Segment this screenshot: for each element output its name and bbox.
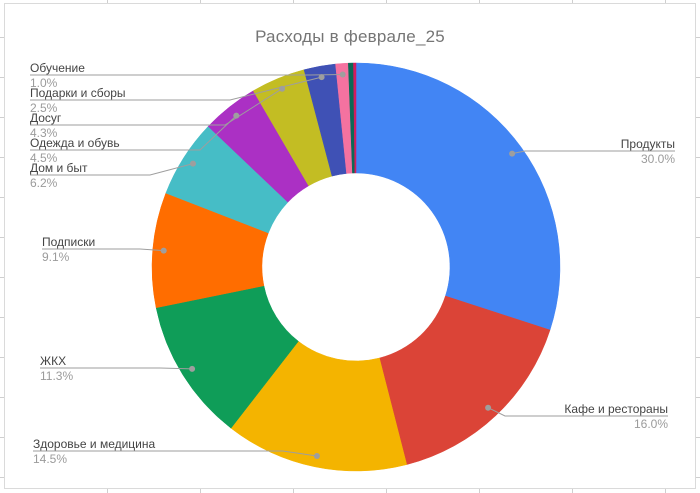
spreadsheet-gridline-tick [386, 489, 387, 493]
leader-line-8 [30, 76, 322, 101]
leader-dot-5 [190, 160, 196, 167]
slice-name: Дом и быт [30, 161, 88, 175]
slice-label-0: Продукты 30.0% [621, 138, 675, 166]
slice-label-3: ЖКХ 11.3% [40, 355, 73, 383]
pie-slice-11[interactable] [353, 62, 357, 174]
slice-percent: 9.1% [42, 250, 70, 264]
leader-line-5 [30, 163, 194, 176]
spreadsheet-gridline-tick [107, 489, 108, 493]
spreadsheet-gridline-tick [0, 317, 4, 318]
spreadsheet-gridline-tick [572, 489, 573, 493]
spreadsheet-gridline-tick [0, 157, 4, 158]
slice-percent: 30.0% [640, 152, 675, 166]
leader-dot-1 [485, 404, 492, 411]
slice-percent: 1.0% [30, 76, 58, 90]
spreadsheet-gridline-tick [479, 489, 480, 493]
spreadsheet-gridline-tick [0, 237, 4, 238]
spreadsheet-gridline-tick [0, 277, 4, 278]
slice-name: Одежда и обувь [30, 136, 120, 150]
spreadsheet-gridline-tick [0, 397, 4, 398]
pie-slice-2[interactable] [230, 340, 408, 472]
spreadsheet-gridline-tick [696, 197, 700, 198]
slice-name: ЖКХ [40, 354, 67, 368]
spreadsheet-gridline-tick [696, 277, 700, 278]
slice-label-1: Кафе и рестораны 16.0% [564, 403, 668, 431]
spreadsheet-gridline-tick [293, 489, 294, 493]
spreadsheet-gridline-tick [665, 489, 666, 493]
slice-name: Продукты [620, 137, 675, 151]
slice-percent: 11.3% [40, 369, 74, 383]
slice-name: Обучение [30, 61, 85, 75]
slice-name: Досуг [30, 111, 62, 125]
leader-dot-8 [318, 74, 325, 81]
slice-percent: 16.0% [633, 417, 668, 431]
spreadsheet-gridline-tick [293, 0, 294, 3]
spreadsheet-gridline-tick [696, 77, 700, 78]
slice-label-5: Дом и быт 6.2% [30, 162, 88, 190]
slice-percent: 4.3% [30, 126, 58, 140]
slice-label-2: Здоровье и медицина 14.5% [33, 438, 155, 466]
slice-label-8: Подарки и сборы 2.5% [30, 87, 126, 115]
spreadsheet-gridline-tick [696, 317, 700, 318]
spreadsheet-gridline-tick [696, 397, 700, 398]
leader-line-9 [30, 74, 343, 76]
pie-slice-1[interactable] [379, 295, 551, 465]
slice-percent: 4.5% [30, 151, 58, 165]
slice-label-6: Одежда и обувь 4.5% [30, 137, 120, 165]
pie-slice-0[interactable] [355, 62, 561, 331]
leader-line-6 [30, 115, 237, 151]
spreadsheet-gridline-tick [0, 197, 4, 198]
leader-line-7 [30, 88, 283, 126]
spreadsheet-gridline-tick [0, 117, 4, 118]
slice-percent: 2.5% [30, 101, 58, 115]
spreadsheet-gridline-tick [0, 77, 4, 78]
spreadsheet-gridline-tick [696, 357, 700, 358]
spreadsheet-gridline-tick [572, 0, 573, 3]
slice-name: Здоровье и медицина [33, 437, 156, 451]
spreadsheet-gridline-tick [696, 477, 700, 478]
spreadsheet-gridline-tick [696, 237, 700, 238]
spreadsheet-gridline-tick [696, 437, 700, 438]
spreadsheet-gridline-tick [107, 0, 108, 3]
slice-label-9: Обучение 1.0% [30, 62, 85, 90]
chart-title: Расходы в феврале_25 [255, 27, 445, 46]
spreadsheet-gridline-tick [200, 0, 201, 3]
leader-dot-2 [313, 453, 320, 459]
spreadsheet-gridline-tick [0, 477, 4, 478]
leader-dot-3 [189, 365, 196, 372]
spreadsheet-gridline-tick [696, 37, 700, 38]
slice-label-4: Подписки 9.1% [42, 236, 95, 264]
leader-dot-9 [339, 71, 346, 78]
slice-name: Кафе и рестораны [564, 402, 668, 416]
slice-label-7: Досуг 4.3% [30, 112, 61, 140]
leader-line-4 [42, 248, 164, 252]
slice-percent: 6.2% [30, 176, 58, 190]
slice-percent: 14.5% [33, 452, 68, 466]
spreadsheet-gridline-tick [0, 357, 4, 358]
leader-dot-4 [160, 247, 167, 254]
slice-name: Подарки и сборы [30, 86, 126, 100]
spreadsheet-gridline-tick [696, 157, 700, 158]
spreadsheet-gridline-tick [696, 117, 700, 118]
spreadsheet-gridline-tick [479, 0, 480, 3]
leader-line-0 [512, 150, 675, 155]
leader-dot-0 [509, 150, 516, 157]
spreadsheet-gridline-tick [200, 489, 201, 493]
spreadsheet-gridline-tick [0, 437, 4, 438]
spreadsheet-gridline-tick [0, 37, 4, 38]
leader-line-3 [40, 367, 193, 370]
spreadsheet-gridline-tick [386, 0, 387, 3]
leader-line-2 [33, 450, 317, 457]
slice-name: Подписки [42, 235, 96, 249]
leader-line-1 [487, 407, 668, 417]
spreadsheet-gridline-tick [665, 0, 666, 3]
